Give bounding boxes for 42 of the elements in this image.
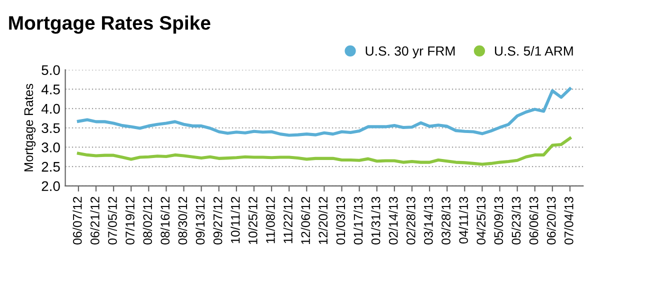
y-tick-label: 4.5 — [41, 84, 60, 94]
x-tick-label: 06/07/12 — [72, 196, 82, 244]
y-tick-label: 3.5 — [42, 123, 60, 134]
x-tick-label: 05/09/13 — [494, 196, 504, 244]
x-tick-label: 03/28/13 — [441, 196, 450, 244]
x-tick-label: 07/05/12 — [108, 196, 117, 244]
y-tick-label: 2.5 — [42, 162, 60, 172]
x-tick-label: 10/11/12 — [230, 196, 240, 244]
x-tick-label: 02/14/13 — [388, 196, 398, 244]
x-tick-label: 09/27/12 — [213, 196, 222, 244]
chart-title: Mortgage Rates Spike — [9, 16, 210, 34]
x-tick-label: 08/30/12 — [178, 196, 188, 244]
x-tick-label: 08/02/12 — [142, 196, 152, 244]
legend-label: U.S. 30 yr FRM — [366, 46, 455, 58]
x-tick-label: 12/20/12 — [318, 196, 328, 244]
y-tick-label: 3.0 — [42, 142, 60, 152]
x-tick-label: 01/31/13 — [371, 196, 380, 244]
x-tick-label: 05/23/13 — [511, 196, 521, 244]
x-tick-label: 10/25/12 — [248, 196, 258, 244]
x-tick-label: 01/17/13 — [353, 196, 363, 244]
x-tick-label: 03/14/13 — [424, 196, 433, 244]
line-series — [76, 136, 572, 166]
x-tick-label: 06/21/12 — [90, 196, 100, 244]
y-tick-label: 2.0 — [42, 181, 60, 192]
line-series — [76, 87, 572, 137]
x-tick-label: 07/19/12 — [125, 196, 134, 244]
x-tick-label: 08/16/12 — [160, 196, 170, 244]
x-tick-label: 11/08/12 — [266, 196, 275, 244]
x-tick-label: 04/11/13 — [458, 196, 468, 244]
x-tick-label: 12/06/12 — [300, 196, 310, 244]
y-tick-label: 4.0 — [41, 104, 60, 114]
x-tick-label: 02/28/13 — [406, 196, 416, 244]
x-tick-label: 06/06/13 — [529, 196, 538, 244]
legend-label: U.S. 5/1 ARM — [494, 46, 573, 56]
x-tick-label: 06/20/13 — [546, 196, 556, 244]
x-tick-label: 09/13/12 — [196, 196, 205, 244]
x-tick-label: 07/04/13 — [564, 196, 574, 244]
x-tick-label: 04/25/13 — [476, 196, 486, 244]
y-axis-title: Mortgage Rates — [24, 84, 36, 172]
y-tick-label: 5.0 — [42, 65, 60, 76]
x-tick-label: 11/22/12 — [283, 196, 292, 244]
x-tick-label: 01/03/13 — [336, 196, 346, 244]
